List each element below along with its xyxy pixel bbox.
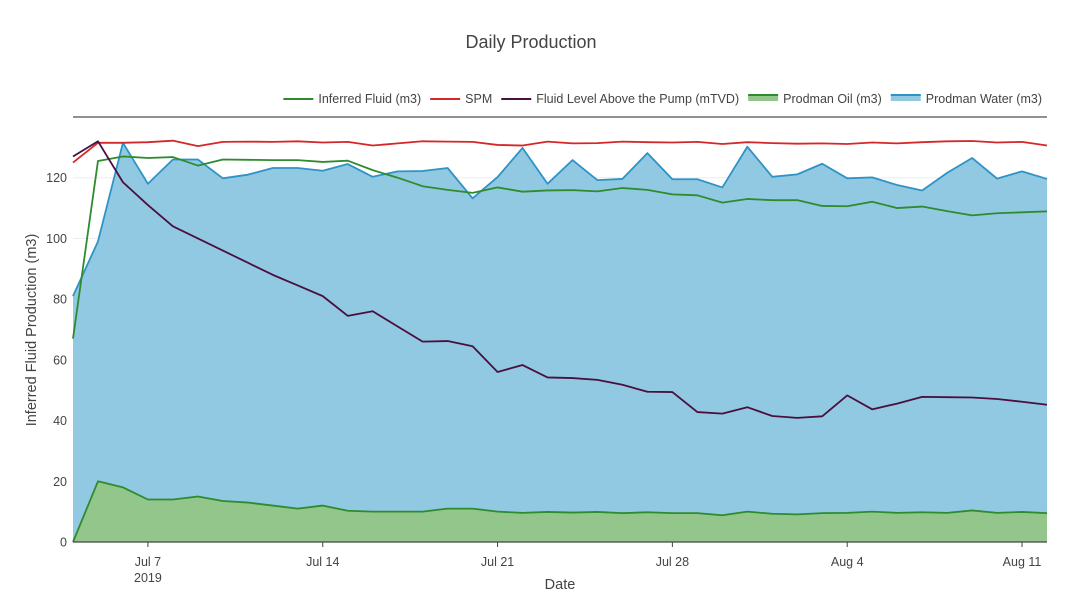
area-series [72, 141, 1048, 543]
line-fluid-level-above-the-pump [72, 140, 1048, 419]
y-tick-label: 40 [53, 414, 67, 428]
y-tick-label: 20 [53, 475, 67, 489]
area-line-prodman-water [72, 141, 1048, 297]
legend-label: Prodman Oil (m3) [783, 92, 882, 106]
y-tick-label: 80 [53, 293, 67, 307]
legend-item-prodman-water[interactable]: Prodman Water (m3) [890, 92, 1042, 106]
area-fill-prodman-oil [73, 481, 1047, 542]
line-inferred-fluid [72, 155, 1048, 339]
area-line-prodman-oil [72, 480, 1048, 543]
x-tick-label: Jul 14 [306, 555, 339, 569]
x-tick-label: Jul 21 [481, 555, 514, 569]
x-tick-sublabel: 2019 [134, 571, 162, 585]
legend-label: Prodman Water (m3) [926, 92, 1042, 106]
legend-item-inferred-fluid[interactable]: Inferred Fluid (m3) [283, 92, 421, 106]
y-tick-label: 0 [60, 536, 67, 550]
legend-label: Inferred Fluid (m3) [318, 92, 421, 106]
legend-swatch-fill [890, 95, 921, 101]
y-tick-label: 60 [53, 353, 67, 367]
y-tick-label: 120 [46, 171, 67, 185]
legend-item-prodman-oil[interactable]: Prodman Oil (m3) [748, 92, 882, 106]
chart-title: Daily Production [465, 32, 596, 52]
x-tick-label: Aug 4 [831, 555, 864, 569]
legend-label: SPM [465, 92, 492, 106]
legend-item-spm[interactable]: SPM [430, 92, 492, 106]
legend-item-fluid-level-above-the-pump[interactable]: Fluid Level Above the Pump (mTVD) [501, 92, 739, 106]
legend[interactable]: Prodman Water (m3) Prodman Oil (m3) Fluid … [283, 92, 1042, 106]
legend-swatch-fill [748, 95, 779, 101]
legend-label: Fluid Level Above the Pump (mTVD) [536, 92, 739, 106]
x-axis-title: Date [545, 577, 576, 593]
axes: 0 20 40 60 80 100 120 Jul 7 2019 Jul 14 Jul 21 Jul … [46, 116, 1047, 585]
line-series [72, 139, 1048, 419]
x-tick-label: Jul 28 [656, 555, 689, 569]
area-fill-prodman-water [73, 142, 1047, 543]
x-tick-label: Jul 7 [135, 555, 161, 569]
y-tick-label: 100 [46, 232, 67, 246]
line-spm [72, 139, 1048, 164]
x-tick-label: Aug 11 [1003, 555, 1042, 569]
y-axis-title: Inferred Fluid Production (m3) [24, 234, 40, 427]
